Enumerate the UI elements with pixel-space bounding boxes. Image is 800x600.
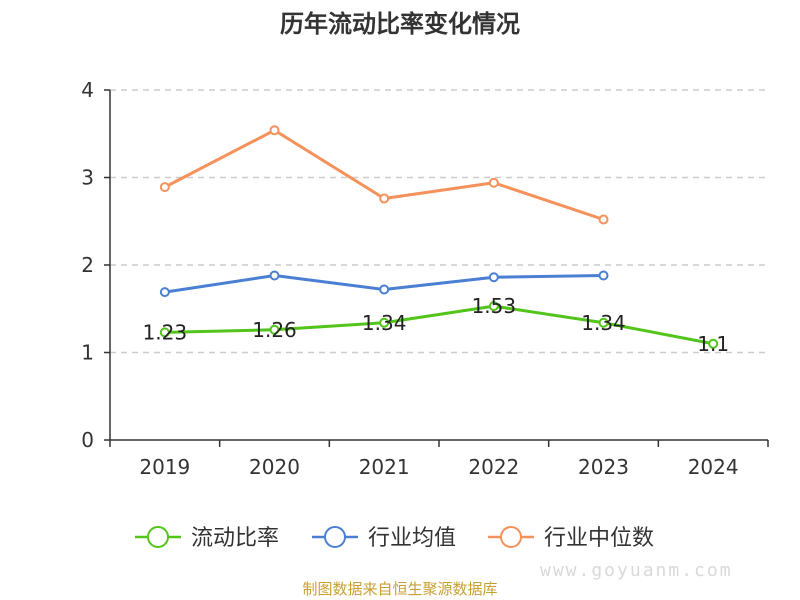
legend-marker [147,526,169,548]
y-tick-label: 2 [81,253,94,277]
series-line [164,304,714,346]
data-point [488,177,499,188]
data-point [379,284,390,295]
source-note: 制图数据来自恒生聚源数据库 [302,580,498,598]
y-tick-label: 0 [81,428,94,452]
data-point [379,193,390,204]
data-point [159,287,170,298]
data-point [379,317,390,328]
legend-item: 流动比率 [135,526,279,551]
watermark: www.goyuanm.com [540,560,733,581]
data-point [488,301,499,312]
data-point [598,214,609,225]
y-tick-label: 3 [81,166,94,190]
data-point [269,324,280,335]
chart-title: 历年流动比率变化情况 [280,10,520,38]
data-label: 1.1 [697,332,729,356]
x-tick-label: 2020 [249,455,300,479]
data-label: 1.34 [581,311,626,335]
legend-item: 行业中位数 [488,526,654,551]
data-point [708,338,719,349]
x-tick-label: 2023 [578,455,629,479]
data-label: 1.26 [252,318,297,342]
legend-label: 行业中位数 [544,526,654,551]
legend-item: 行业均值 [312,526,456,551]
data-label: 1.23 [143,320,188,344]
legend-label: 行业均值 [368,526,456,551]
data-point [269,270,280,281]
data-point [159,327,170,338]
legend-label: 流动比率 [191,526,279,551]
x-tick-label: 2024 [688,455,739,479]
x-tick-label: 2019 [139,455,190,479]
x-tick-label: 2021 [359,455,410,479]
y-tick-label: 1 [81,341,94,365]
legend-marker [500,526,522,548]
data-point [598,317,609,328]
x-tick-label: 2022 [468,455,519,479]
data-label: 1.53 [472,294,517,318]
y-tick-label: 4 [81,78,94,102]
series-line [164,128,604,221]
data-label: 1.34 [362,311,407,335]
data-point [159,182,170,193]
data-point [488,272,499,283]
data-point [269,125,280,136]
legend-marker [324,526,346,548]
data-point [598,270,609,281]
